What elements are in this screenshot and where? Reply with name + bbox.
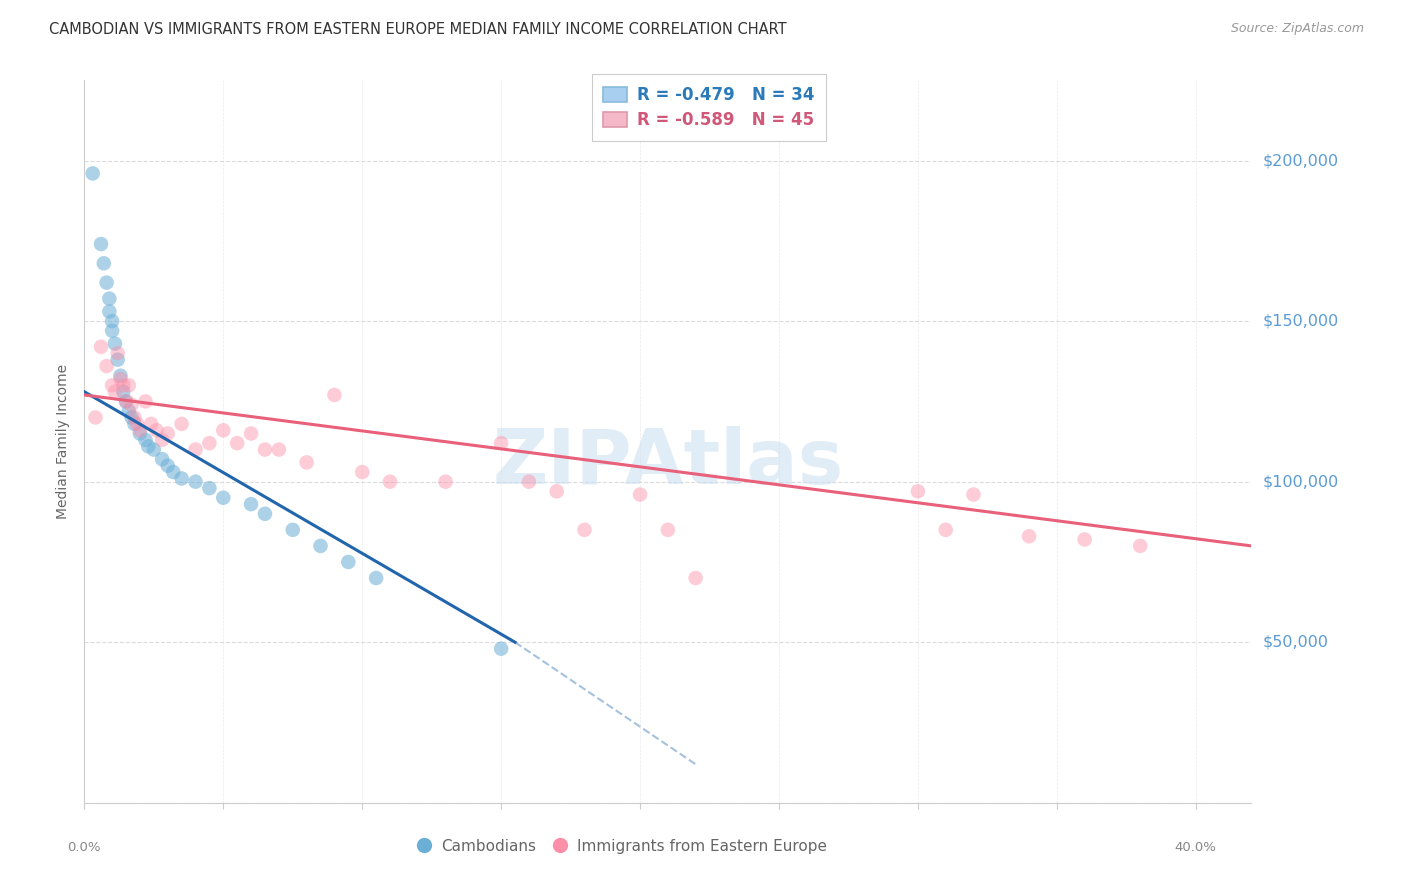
Point [124, 410, 146, 425]
Point [184, 475, 207, 489]
Text: CAMBODIAN VS IMMIGRANTS FROM EASTERN EUROPE MEDIAN FAMILY INCOME CORRELATION CHA: CAMBODIAN VS IMMIGRANTS FROM EASTERN EUR… [49, 22, 787, 37]
Point [267, 442, 290, 457]
Point [546, 484, 568, 499]
Point [118, 404, 141, 418]
Point [253, 507, 276, 521]
Point [150, 452, 173, 467]
Point [574, 523, 596, 537]
Point [107, 352, 129, 367]
Point [129, 423, 152, 437]
Point [127, 417, 149, 431]
Point [112, 384, 135, 399]
Point [156, 426, 179, 441]
Point [170, 417, 193, 431]
Text: $200,000: $200,000 [1263, 153, 1339, 168]
Point [101, 378, 124, 392]
Point [110, 372, 132, 386]
Point [685, 571, 707, 585]
Point [96, 276, 118, 290]
Point [136, 439, 159, 453]
Point [134, 394, 156, 409]
Point [366, 571, 388, 585]
Point [323, 388, 346, 402]
Point [104, 336, 127, 351]
Point [184, 442, 207, 457]
Point [107, 346, 129, 360]
Text: $150,000: $150,000 [1263, 314, 1339, 328]
Point [98, 292, 121, 306]
Point [101, 314, 124, 328]
Point [96, 359, 118, 373]
Point [337, 555, 360, 569]
Y-axis label: Median Family Income: Median Family Income [56, 364, 70, 519]
Text: 40.0%: 40.0% [1175, 841, 1216, 855]
Point [115, 394, 138, 409]
Point [121, 410, 143, 425]
Point [162, 465, 184, 479]
Point [240, 497, 263, 511]
Text: $50,000: $50,000 [1263, 635, 1329, 649]
Point [352, 465, 374, 479]
Point [84, 410, 107, 425]
Point [118, 378, 141, 392]
Point [1018, 529, 1040, 543]
Point [489, 436, 512, 450]
Point [281, 523, 304, 537]
Point [134, 433, 156, 447]
Point [170, 471, 193, 485]
Point [139, 417, 162, 431]
Point [198, 436, 221, 450]
Point [212, 423, 235, 437]
Point [150, 433, 173, 447]
Point [240, 426, 263, 441]
Point [90, 237, 112, 252]
Point [142, 442, 165, 457]
Point [517, 475, 540, 489]
Point [93, 256, 115, 270]
Point [82, 166, 104, 180]
Point [212, 491, 235, 505]
Point [121, 398, 143, 412]
Point [628, 487, 651, 501]
Point [434, 475, 457, 489]
Point [489, 641, 512, 656]
Point [124, 417, 146, 431]
Point [1129, 539, 1152, 553]
Point [1073, 533, 1095, 547]
Point [295, 455, 318, 469]
Point [129, 426, 152, 441]
Point [226, 436, 249, 450]
Legend: Cambodians, Immigrants from Eastern Europe: Cambodians, Immigrants from Eastern Euro… [409, 832, 834, 860]
Point [962, 487, 984, 501]
Point [98, 304, 121, 318]
Text: ZIPAtlas: ZIPAtlas [492, 426, 844, 500]
Point [101, 324, 124, 338]
Point [115, 394, 138, 409]
Point [935, 523, 957, 537]
Text: Source: ZipAtlas.com: Source: ZipAtlas.com [1230, 22, 1364, 36]
Point [198, 481, 221, 495]
Point [90, 340, 112, 354]
Point [110, 368, 132, 383]
Point [309, 539, 332, 553]
Point [378, 475, 401, 489]
Text: $100,000: $100,000 [1263, 475, 1339, 489]
Point [156, 458, 179, 473]
Point [145, 423, 167, 437]
Point [657, 523, 679, 537]
Point [112, 378, 135, 392]
Point [907, 484, 929, 499]
Text: 0.0%: 0.0% [67, 841, 101, 855]
Point [253, 442, 276, 457]
Point [104, 384, 127, 399]
